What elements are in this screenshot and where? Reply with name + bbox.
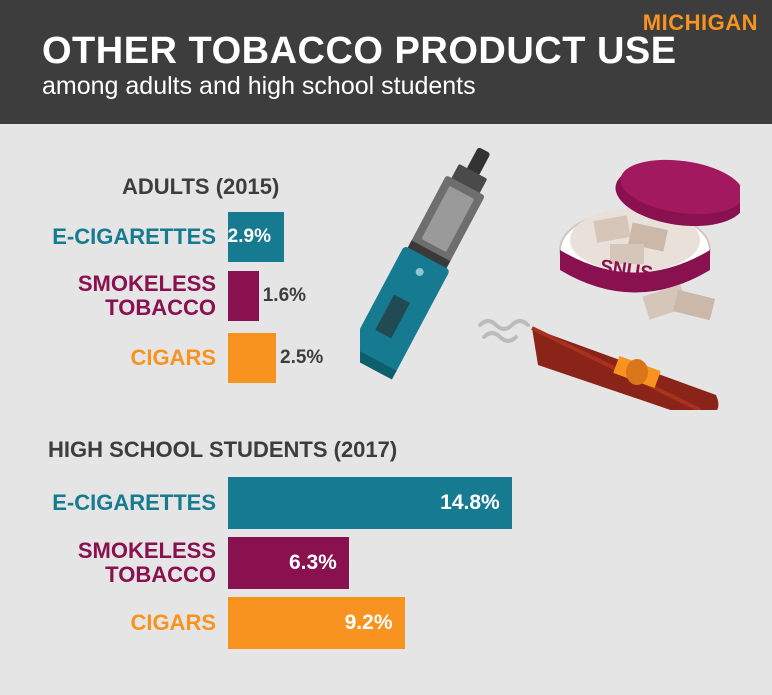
bar xyxy=(228,477,513,529)
chart-title: HIGH SCHOOL STUDENTS (2017) xyxy=(48,437,398,462)
cigar-icon xyxy=(531,326,719,410)
header-banner: MICHIGAN OTHER TOBACCO PRODUCT USE among… xyxy=(0,0,772,124)
value-label: 6.3% xyxy=(288,551,337,574)
state-label: MICHIGAN xyxy=(642,10,758,35)
snus-tin-icon: SNUS xyxy=(559,159,740,321)
e-cigarette-icon xyxy=(360,147,490,380)
smoke-icon xyxy=(478,319,530,343)
category-label: CIGARS xyxy=(130,610,216,635)
category-label: SMOKELESS TOBACCO xyxy=(77,538,216,587)
bar xyxy=(228,212,284,262)
category-label: E-CIGARETTES xyxy=(52,224,216,249)
value-label: 14.8% xyxy=(440,491,500,514)
bar xyxy=(228,333,276,383)
value-label: 9.2% xyxy=(344,611,393,634)
bar xyxy=(228,271,259,321)
page-subtitle: among adults and high school students xyxy=(42,72,476,100)
bar xyxy=(228,597,405,649)
value-label: 1.6% xyxy=(262,285,307,306)
chart-title: ADULTS (2015) xyxy=(122,174,280,199)
bar xyxy=(228,537,349,589)
category-label: CIGARS xyxy=(130,345,216,370)
category-label: E-CIGARETTES xyxy=(52,490,216,515)
page-title: OTHER TOBACCO PRODUCT USE xyxy=(42,30,677,72)
value-label: 2.9% xyxy=(227,226,271,247)
category-label: SMOKELESS TOBACCO xyxy=(77,271,216,320)
value-label: 2.5% xyxy=(280,347,324,368)
tobacco-products-illustration: SNUS xyxy=(360,147,740,410)
